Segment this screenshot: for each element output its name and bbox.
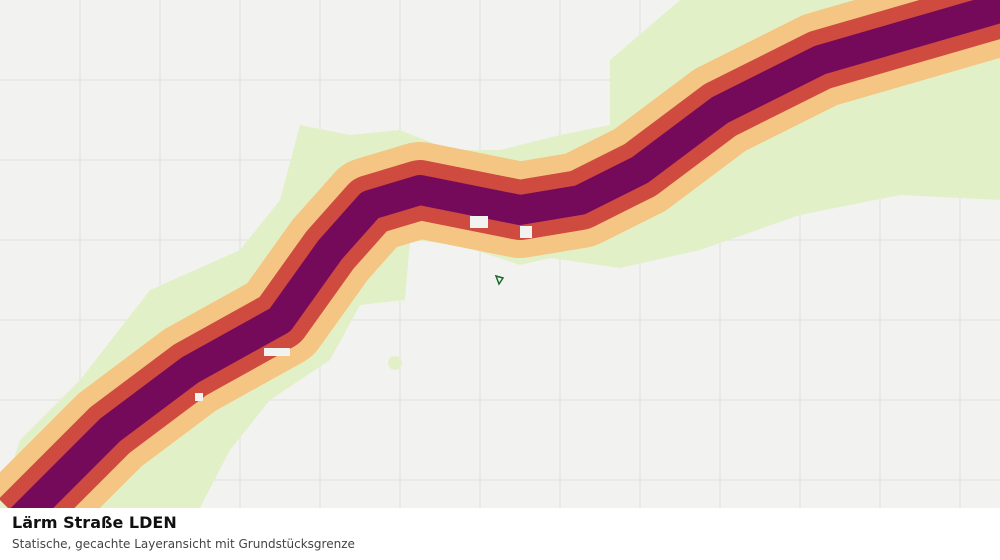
layer-title: Lärm Straße LDEN <box>12 513 177 532</box>
layer-subtitle: Statische, gecachte Layeransicht mit Gru… <box>12 537 355 551</box>
caption: Lärm Straße LDEN Statische, gecachte Lay… <box>0 508 1000 560</box>
building-gaps <box>195 216 532 401</box>
parcel-boundary <box>494 274 505 286</box>
noise-map <box>0 0 1000 508</box>
noise-zone-highest <box>10 0 1000 508</box>
